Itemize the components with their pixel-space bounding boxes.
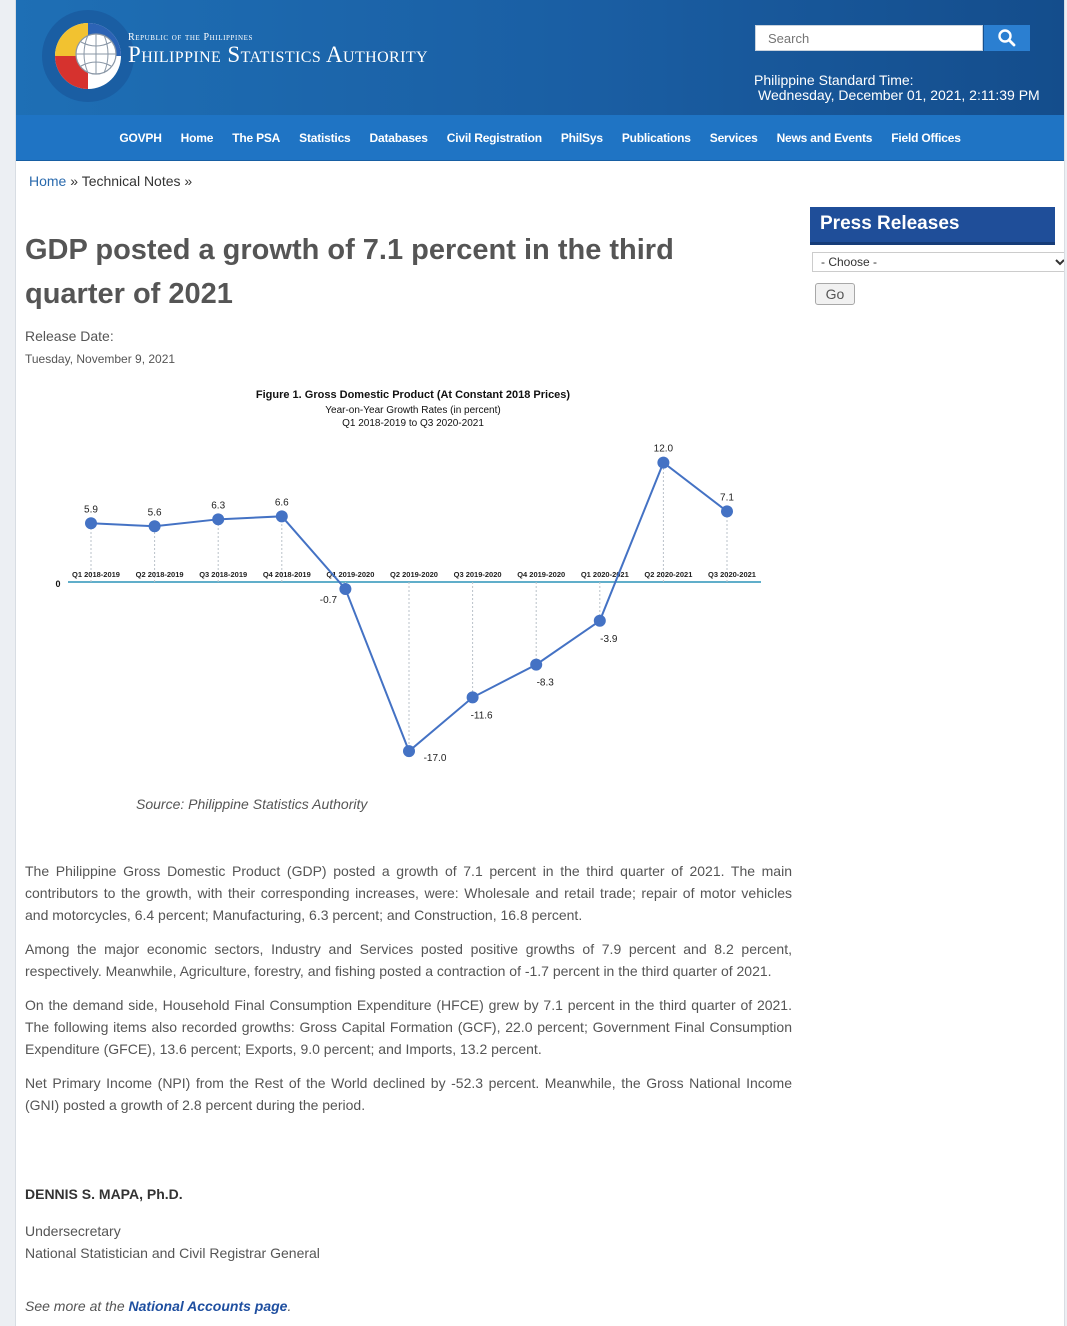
article-paragraph: On the demand side, Household Final Cons… [25, 997, 792, 1057]
x-tick-label: Q2 2018-2019 [136, 570, 184, 579]
nav-item-statistics[interactable]: Statistics [299, 130, 351, 145]
data-point [275, 510, 288, 523]
chart-title: Figure 1. Gross Domestic Product (At Con… [256, 389, 571, 401]
chart-subtitle: Year-on-Year Growth Rates (in percent) [325, 405, 500, 416]
data-point [403, 745, 415, 758]
nav-item-databases[interactable]: Databases [369, 130, 428, 145]
x-tick-label: Q3 2020-2021 [708, 570, 756, 579]
article-paragraph: The Philippine Gross Domestic Product (G… [25, 863, 792, 923]
nav-item-publications[interactable]: Publications [621, 130, 691, 145]
data-label: 5.6 [148, 507, 162, 518]
breadcrumb-current: Technical Notes [81, 173, 181, 189]
x-tick-label: Q1 2018-2019 [72, 570, 120, 579]
brand-name[interactable]: Philippine Statistics Authority [128, 42, 428, 67]
data-point [466, 691, 479, 704]
nav-item-services[interactable]: Services [709, 130, 758, 145]
press-releases-select[interactable]: - Choose - [812, 252, 1064, 272]
release-date: Tuesday, November 9, 2021 [25, 352, 176, 366]
breadcrumb: Home » Technical Notes » [29, 173, 192, 189]
search-icon [998, 29, 1016, 47]
data-point [339, 582, 352, 595]
x-tick-label: Q1 2020-2021 [581, 570, 629, 579]
data-label: 7.1 [720, 492, 734, 503]
nav-item-civil-registration[interactable]: Civil Registration [446, 130, 542, 145]
brand-tagline: Republic of the Philippines [128, 32, 253, 43]
chart-subtitle-range: Q1 2018-2019 to Q3 2020-2021 [342, 418, 484, 429]
data-label: -0.7 [320, 595, 338, 606]
x-tick-label: Q2 2020-2021 [644, 570, 692, 579]
data-label: -17.0 [424, 753, 447, 764]
press-releases-title: Press Releases [810, 207, 1055, 245]
page-title: GDP posted a growth of 7.1 percent in th… [25, 234, 674, 310]
data-label: -8.3 [537, 678, 555, 689]
time-value: Wednesday, December 01, 2021, 2:11:39 PM [758, 87, 1040, 103]
data-point [593, 614, 606, 627]
x-tick-label: Q3 2019-2020 [454, 570, 502, 579]
nav-item-philsys[interactable]: PhilSys [560, 130, 603, 145]
search-input[interactable] [755, 25, 983, 51]
page: Republic of the Philippines Philippine S… [15, 0, 1065, 1326]
y-zero-label: 0 [55, 579, 60, 589]
data-point [148, 520, 161, 533]
main-nav: GOVPH Home The PSA Statistics Databases … [16, 115, 1064, 161]
x-tick-label: Q4 2019-2020 [517, 570, 565, 579]
nav-item-news-and-events[interactable]: News and Events [776, 130, 873, 145]
data-label: 6.6 [275, 497, 289, 508]
nav-item-home[interactable]: Home [180, 130, 214, 145]
data-label: -11.6 [471, 710, 493, 721]
signer-details: Undersecretary National Statistician and… [25, 1220, 320, 1264]
time-label: Philippine Standard Time: [754, 72, 914, 88]
article-body: The Philippine Gross Domestic Product (G… [25, 860, 792, 1128]
breadcrumb-separator-end: » [184, 173, 193, 189]
data-label: 5.9 [84, 504, 98, 515]
see-more-prefix: See more at the [25, 1298, 129, 1314]
breadcrumb-home-link[interactable]: Home [29, 173, 67, 189]
data-point [212, 513, 225, 526]
article-paragraph: Net Primary Income (NPI) from the Rest o… [25, 1075, 792, 1113]
search-button[interactable] [984, 25, 1030, 51]
data-point [530, 658, 543, 671]
signer-role: National Statistician and Civil Registra… [25, 1245, 320, 1261]
breadcrumb-separator: » [70, 173, 79, 189]
nav-item-govph[interactable]: GOVPH [119, 130, 162, 145]
x-tick-label: Q3 2018-2019 [199, 570, 247, 579]
data-label: -3.9 [600, 634, 618, 645]
article-paragraph: Among the major economic sectors, Indust… [25, 941, 792, 979]
data-point [721, 505, 733, 518]
signer-title: Undersecretary [25, 1223, 121, 1239]
signer-name: DENNIS S. MAPA, Ph.D. [25, 1186, 183, 1202]
x-tick-label: Q1 2019-2020 [326, 570, 374, 579]
data-point [85, 517, 97, 530]
site-header: Republic of the Philippines Philippine S… [16, 0, 1064, 115]
nav-item-the-psa[interactable]: The PSA [232, 130, 281, 145]
data-label: 6.3 [211, 500, 225, 511]
gdp-growth-chart: Figure 1. Gross Domestic Product (At Con… [55, 389, 761, 764]
data-point [657, 456, 670, 469]
data-label: 12.0 [654, 444, 674, 455]
release-date-label: Release Date: [25, 328, 114, 344]
go-button[interactable]: Go [815, 283, 855, 305]
psa-logo[interactable] [40, 8, 136, 104]
x-tick-label: Q2 2019-2020 [390, 570, 438, 579]
nav-item-field-offices[interactable]: Field Offices [891, 130, 961, 145]
see-more: See more at the National Accounts page. [25, 1298, 291, 1314]
chart-source: Source: Philippine Statistics Authority [136, 796, 368, 812]
national-accounts-link[interactable]: National Accounts page [128, 1298, 288, 1314]
x-tick-label: Q4 2018-2019 [263, 570, 311, 579]
see-more-suffix: . [287, 1298, 292, 1314]
